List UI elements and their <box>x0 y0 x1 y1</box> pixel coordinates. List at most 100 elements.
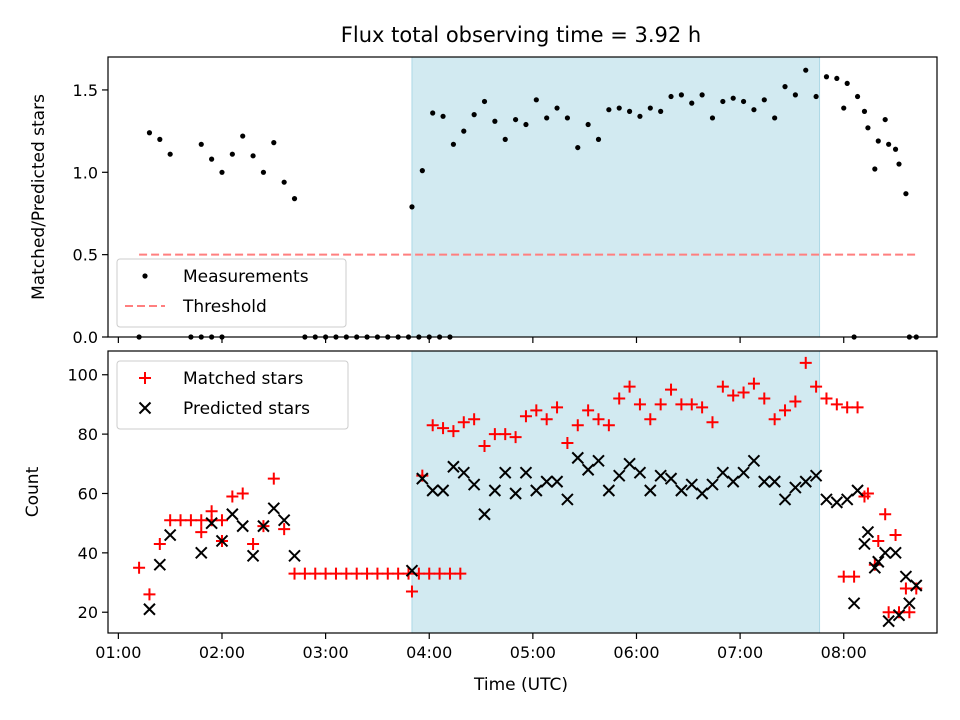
predicted-star-point <box>716 466 730 479</box>
top-panel: 0.0 0.5 1.0 1.5 Measurements Threshold <box>73 56 938 347</box>
measurement-point <box>229 151 235 157</box>
matched-star-point <box>478 439 491 452</box>
matched-star-point <box>457 416 470 429</box>
measurement-point <box>834 75 840 82</box>
predicted-star-point <box>868 561 882 574</box>
measurement-point <box>803 67 809 73</box>
x-tick-label: 05:00 <box>510 643 556 662</box>
matched-star-point <box>789 395 802 408</box>
matched-star-point <box>381 567 394 580</box>
measurement-point <box>146 130 153 136</box>
matched-star-point <box>309 567 322 580</box>
predicted-star-point <box>288 549 301 563</box>
predicted-star-point <box>571 451 584 465</box>
matched-star-point <box>509 431 522 444</box>
matched-star-point <box>340 567 353 580</box>
matched-star-point <box>848 570 861 583</box>
predicted-star-point <box>143 603 156 616</box>
measurement-point <box>209 156 215 162</box>
predicted-star-point <box>277 513 291 527</box>
measurement-point <box>751 107 757 113</box>
predicted-star-point <box>664 472 678 485</box>
matched-star-point <box>468 413 481 426</box>
measurement-point <box>544 115 550 121</box>
measurement-point <box>626 108 633 114</box>
predicted-star-point <box>820 493 833 506</box>
predicted-star-point <box>851 484 864 497</box>
predicted-star-point <box>613 469 626 482</box>
predicted-star-point <box>540 475 553 488</box>
legend-label: Measurements <box>183 267 309 287</box>
predicted-star-point <box>768 475 781 488</box>
measurement-point <box>575 144 581 151</box>
predicted-star-point <box>830 496 844 509</box>
measurement-point <box>585 121 591 128</box>
measurement-point <box>772 115 778 121</box>
matched-star-point <box>205 505 218 518</box>
y-tick-label: 0.5 <box>73 246 98 265</box>
predicted-star-point <box>457 466 470 479</box>
predicted-star-point <box>910 579 923 592</box>
matched-star-point <box>133 561 146 574</box>
predicted-star-point <box>163 528 177 542</box>
predicted-star-point <box>195 546 208 560</box>
matched-star-point <box>675 398 688 411</box>
measurement-point <box>678 92 684 98</box>
predicted-star-point <box>447 460 460 473</box>
predicted-star-point <box>205 516 218 530</box>
predicted-star-point <box>405 564 419 577</box>
predicted-star-point <box>416 472 429 485</box>
predicted-star-point <box>602 484 616 497</box>
matched-star-point <box>737 386 750 399</box>
measurement-point <box>892 146 899 152</box>
predicted-star-point <box>499 466 512 479</box>
measurement-point <box>668 93 674 100</box>
top-legend: Measurements Threshold <box>116 258 347 328</box>
matched-star-point <box>174 514 187 527</box>
matched-star-point <box>405 585 418 598</box>
matched-star-point <box>447 425 460 438</box>
predicted-star-point <box>778 493 792 506</box>
measurement-point <box>606 107 612 113</box>
measurement-point <box>740 98 747 105</box>
measurement-point <box>471 112 477 118</box>
predicted-star-point <box>581 463 595 476</box>
predicted-star-point <box>215 534 229 548</box>
x-tick-label: 07:00 <box>717 643 763 662</box>
matched-star-point <box>613 392 626 405</box>
y-tick-label: 0.0 <box>73 328 98 347</box>
matched-star-point <box>872 534 885 547</box>
matched-star-point <box>582 404 595 417</box>
measurement-point <box>430 110 436 116</box>
x-tick-label: 06:00 <box>613 643 659 662</box>
y-tick-label: 100 <box>67 366 98 385</box>
measurement-point <box>865 125 871 131</box>
predicted-star-point <box>426 484 439 497</box>
measurement-point <box>872 166 878 172</box>
predicted-star-point <box>695 487 709 500</box>
predicted-star-point <box>257 519 270 533</box>
bottom-axes-frame <box>107 350 938 634</box>
measurement-point <box>792 92 798 98</box>
predicted-star-point <box>488 484 502 497</box>
matched-star-point <box>820 392 833 405</box>
y-tick-label: 1.5 <box>73 81 98 100</box>
matched-star-point <box>143 588 156 601</box>
measurement-point <box>409 204 415 210</box>
predicted-star-point <box>799 475 812 488</box>
x-tick-label: 01:00 <box>95 643 141 662</box>
predicted-star-point <box>236 519 249 533</box>
matched-star-point <box>361 567 374 580</box>
matched-star-point <box>153 537 166 550</box>
bottom-panel: 01:00 02:00 03:00 04:00 05:00 06:00 07:00 08:00… <box>67 350 938 662</box>
measurement-point <box>637 113 643 119</box>
matched-star-point <box>889 529 902 542</box>
predicted-star-point <box>436 484 450 497</box>
y-tick-label: 20 <box>78 603 98 622</box>
matched-star-point <box>329 567 342 580</box>
matched-star-point <box>837 570 850 583</box>
matched-star-point <box>799 356 812 369</box>
y-tick-label: 40 <box>78 544 98 563</box>
matched-star-point <box>423 567 436 580</box>
